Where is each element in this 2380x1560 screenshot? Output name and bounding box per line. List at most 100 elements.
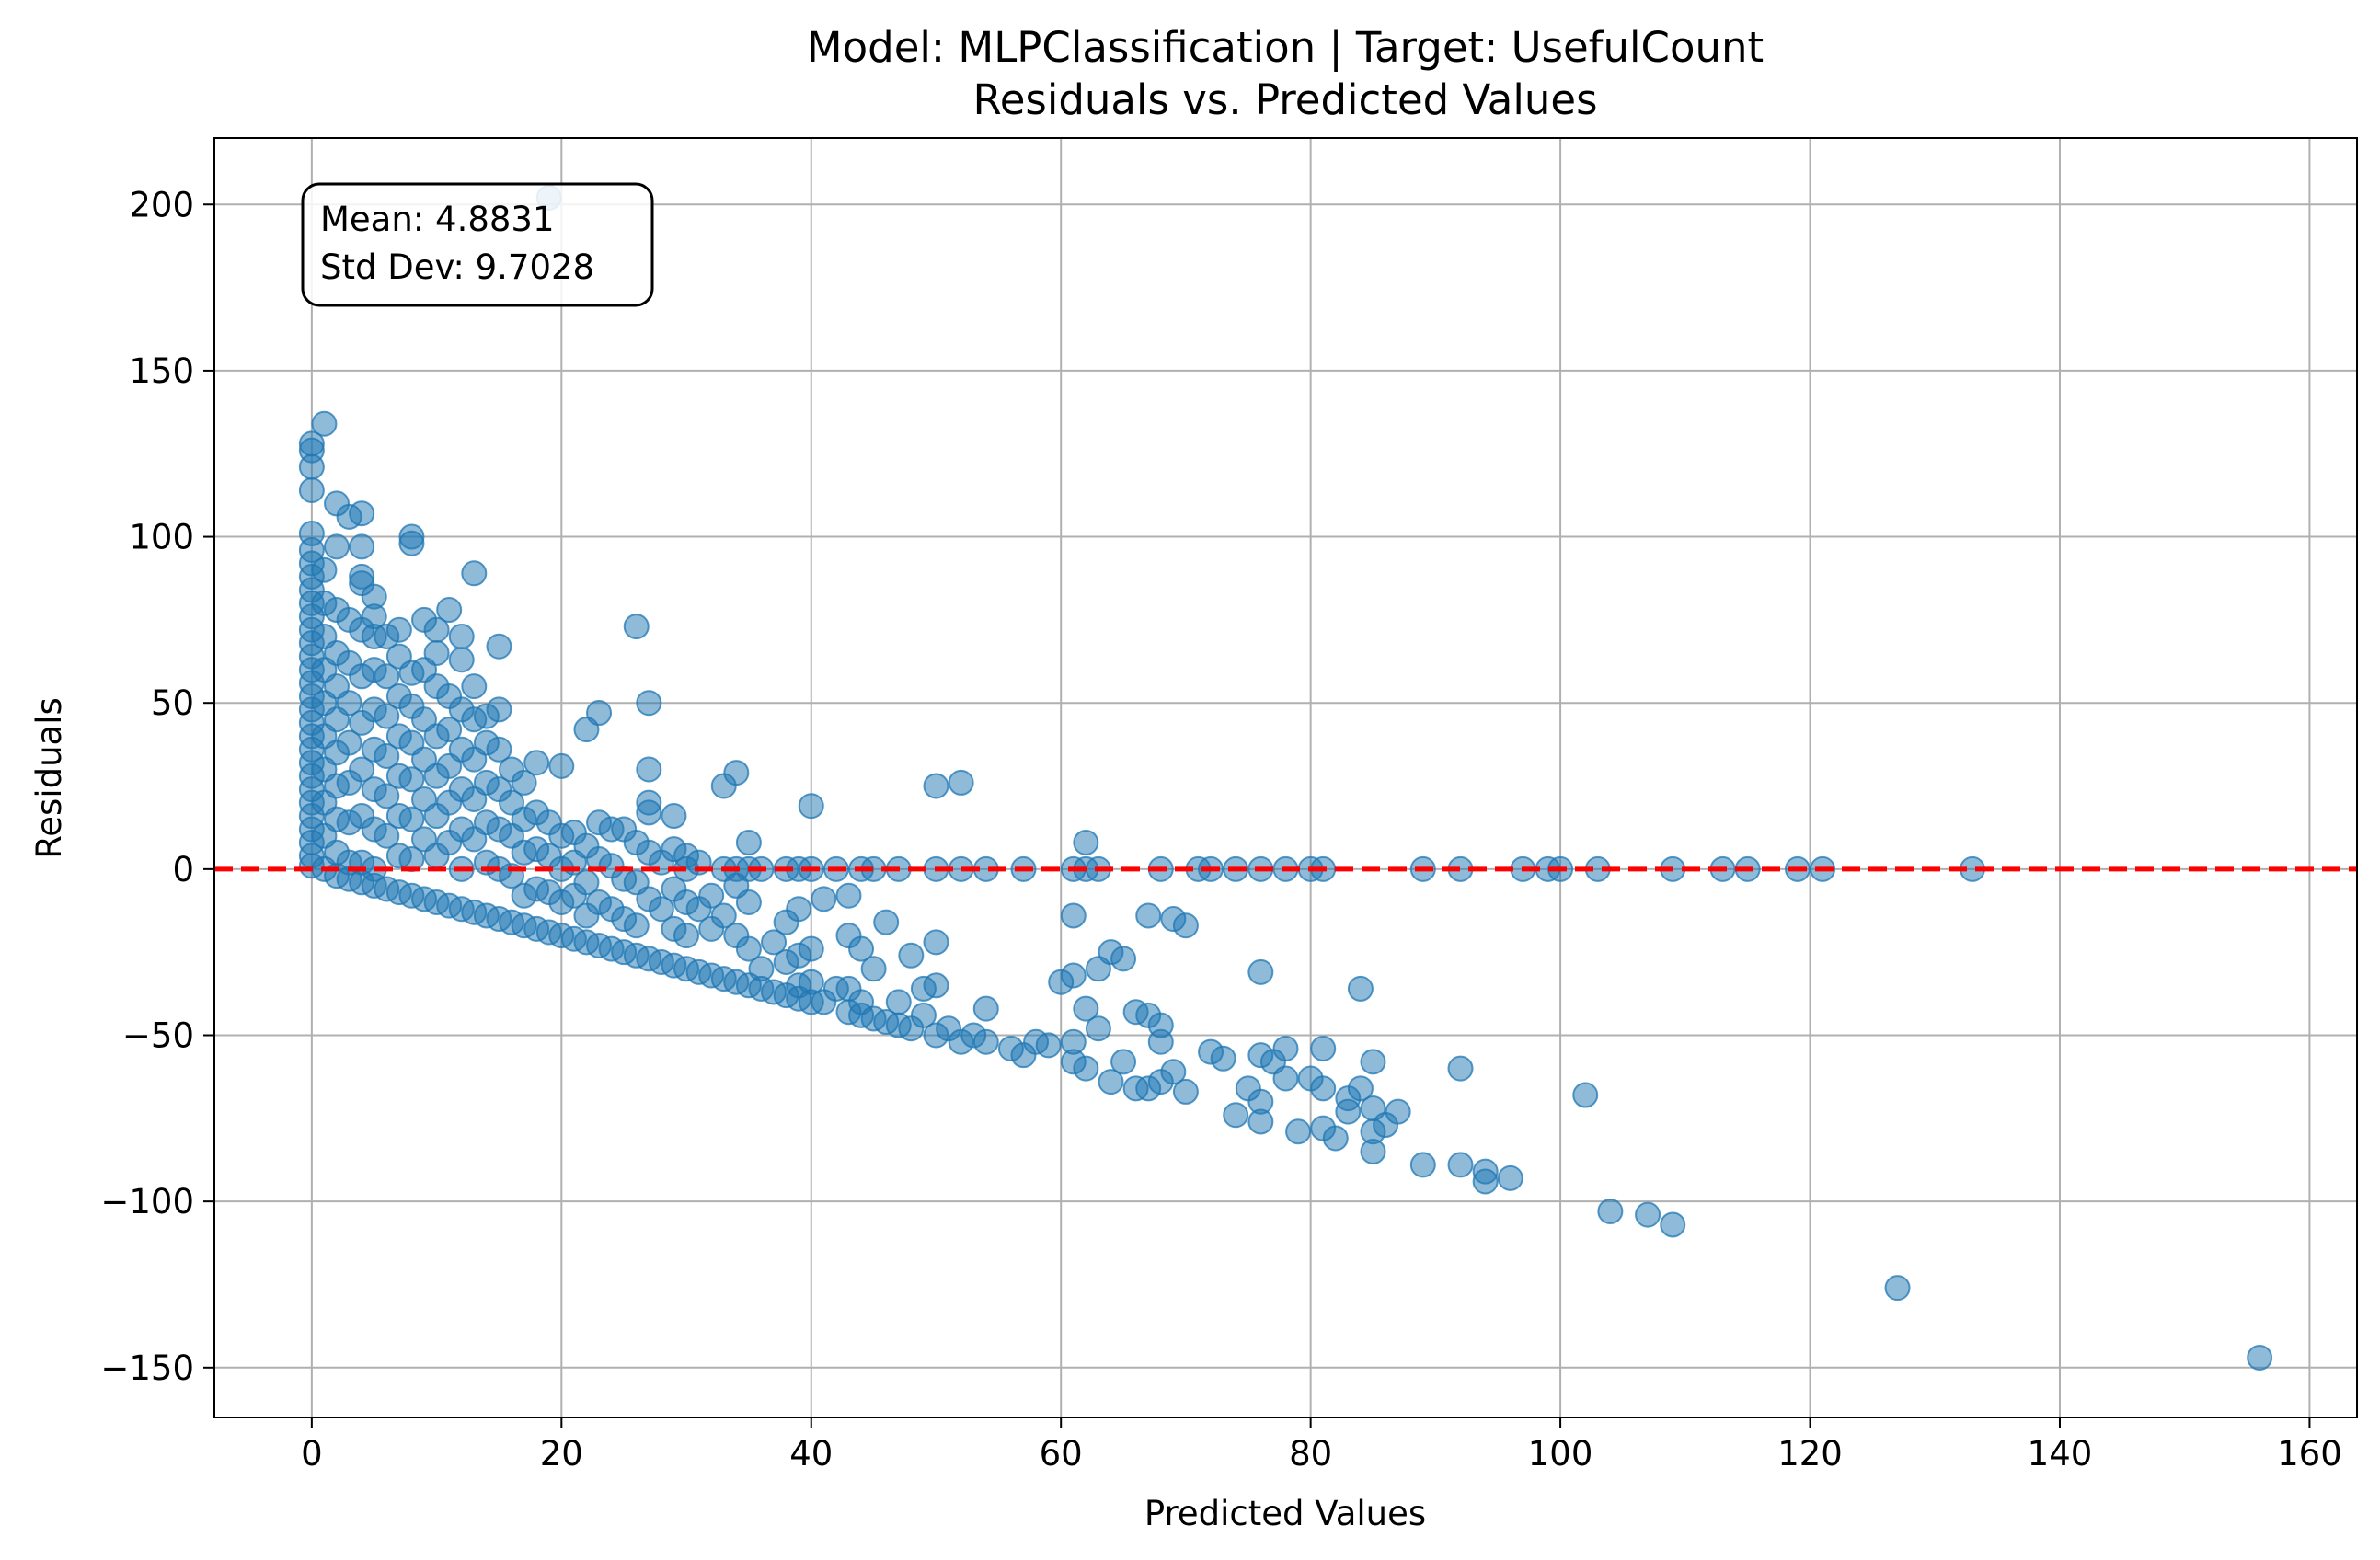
plot-frame <box>213 137 2358 1418</box>
scatter-point <box>311 410 338 437</box>
scatter-point <box>349 533 375 560</box>
scatter-point <box>1110 946 1137 972</box>
scatter-point <box>436 597 463 624</box>
scatter-point <box>1060 1028 1087 1055</box>
scatter-point <box>786 896 812 923</box>
y-tick-label: −50 <box>122 1016 194 1056</box>
scatter-point <box>1572 1082 1599 1108</box>
scatter-point <box>573 869 600 896</box>
scatter-point <box>1285 1118 1312 1145</box>
scatter-point <box>2247 1344 2273 1371</box>
scatter-point <box>873 909 900 935</box>
scatter-point <box>972 1028 999 1055</box>
scatter-point <box>623 614 650 640</box>
x-tick-label: 40 <box>789 1434 833 1474</box>
y-tick-label: 50 <box>151 683 194 723</box>
scatter-point <box>1098 1069 1124 1095</box>
scatter-point <box>1223 1102 1249 1129</box>
scatter-point <box>1310 1075 1337 1102</box>
scatter-point <box>910 1002 937 1028</box>
scatter-point <box>423 640 450 667</box>
y-axis-label: Residuals <box>29 697 69 859</box>
scatter-point <box>436 717 463 743</box>
scatter-points <box>298 185 2273 1371</box>
scatter-point <box>374 743 400 770</box>
scatter-point <box>636 799 662 826</box>
scatter-point <box>798 793 824 820</box>
y-tick-label: −150 <box>100 1348 194 1388</box>
scatter-point <box>1347 1075 1374 1102</box>
scatter-point <box>723 760 750 786</box>
scatter-point <box>1272 1035 1299 1061</box>
scatter-point <box>486 696 512 723</box>
scatter-point <box>448 647 475 673</box>
scatter-point <box>398 530 425 556</box>
scatter-point <box>1447 1152 1474 1178</box>
scatter-point <box>661 803 687 830</box>
x-axis-ticks: 0 20 40 60 80 100 120 140 160 <box>301 1417 2342 1474</box>
x-tick-label: 140 <box>2028 1434 2093 1474</box>
scatter-point <box>972 995 999 1022</box>
scatter-point <box>1073 995 1099 1022</box>
scatter-point <box>623 912 650 939</box>
scatter-point <box>1247 958 1274 985</box>
scatter-point <box>374 783 400 809</box>
y-tick-label: 150 <box>129 351 194 391</box>
scatter-point <box>923 773 949 799</box>
x-tick-label: 80 <box>1289 1434 1332 1474</box>
scatter-point <box>511 769 537 796</box>
stats-std: Std Dev: 9.7028 <box>320 247 594 287</box>
scatter-point <box>885 989 912 1015</box>
x-tick-label: 60 <box>1040 1434 1083 1474</box>
y-tick-label: 100 <box>129 518 194 557</box>
scatter-point <box>1385 1098 1411 1125</box>
scatter-point <box>735 889 762 915</box>
scatter-point <box>1035 1032 1062 1059</box>
scatter-point <box>374 663 400 690</box>
scatter-point <box>1660 1211 1686 1238</box>
scatter-point <box>298 476 325 503</box>
scatter-point <box>1409 1152 1436 1178</box>
scatter-point <box>761 929 788 956</box>
scatter-point <box>1447 1055 1474 1082</box>
x-tick-label: 100 <box>1528 1434 1593 1474</box>
scatter-point <box>698 882 725 909</box>
scatter-point <box>486 736 512 763</box>
stats-mean: Mean: 4.8831 <box>320 200 555 239</box>
scatter-point <box>398 806 425 832</box>
chart-subtitle: Residuals vs. Predicted Values <box>972 75 1597 124</box>
scatter-point <box>1360 1049 1386 1075</box>
scatter-point <box>948 769 974 796</box>
scatter-point <box>1497 1164 1523 1191</box>
scatter-point <box>1635 1201 1661 1228</box>
scatter-point <box>374 703 400 729</box>
scatter-point <box>735 935 762 962</box>
x-tick-label: 20 <box>540 1434 583 1474</box>
scatter-point <box>1247 1108 1274 1135</box>
stats-annotation: Mean: 4.8831 Std Dev: 9.7028 <box>301 182 654 307</box>
scatter-point <box>461 560 488 587</box>
y-axis-ticks: −150 −100 −50 0 50 100 150 200 <box>100 185 214 1388</box>
scatter-point <box>735 829 762 855</box>
scatter-point <box>398 766 425 793</box>
scatter-point <box>898 942 925 969</box>
scatter-point <box>636 690 662 717</box>
scatter-point <box>374 822 400 849</box>
stats-box <box>301 182 654 307</box>
scatter-point <box>385 616 412 643</box>
y-tick-label: 0 <box>172 850 194 889</box>
x-tick-label: 160 <box>2277 1434 2342 1474</box>
scatter-point <box>1322 1125 1349 1152</box>
scatter-point <box>710 902 737 929</box>
scatter-point <box>1110 1049 1137 1075</box>
scatter-point <box>923 972 949 999</box>
scatter-point <box>811 886 837 912</box>
scatter-point <box>648 896 674 923</box>
scatter-point <box>860 956 887 982</box>
scatter-point <box>923 929 949 956</box>
scatter-point <box>1884 1275 1911 1302</box>
scatter-point <box>324 533 351 560</box>
scatter-point <box>349 500 375 527</box>
scatter-point <box>336 690 362 717</box>
scatter-point <box>636 756 662 783</box>
